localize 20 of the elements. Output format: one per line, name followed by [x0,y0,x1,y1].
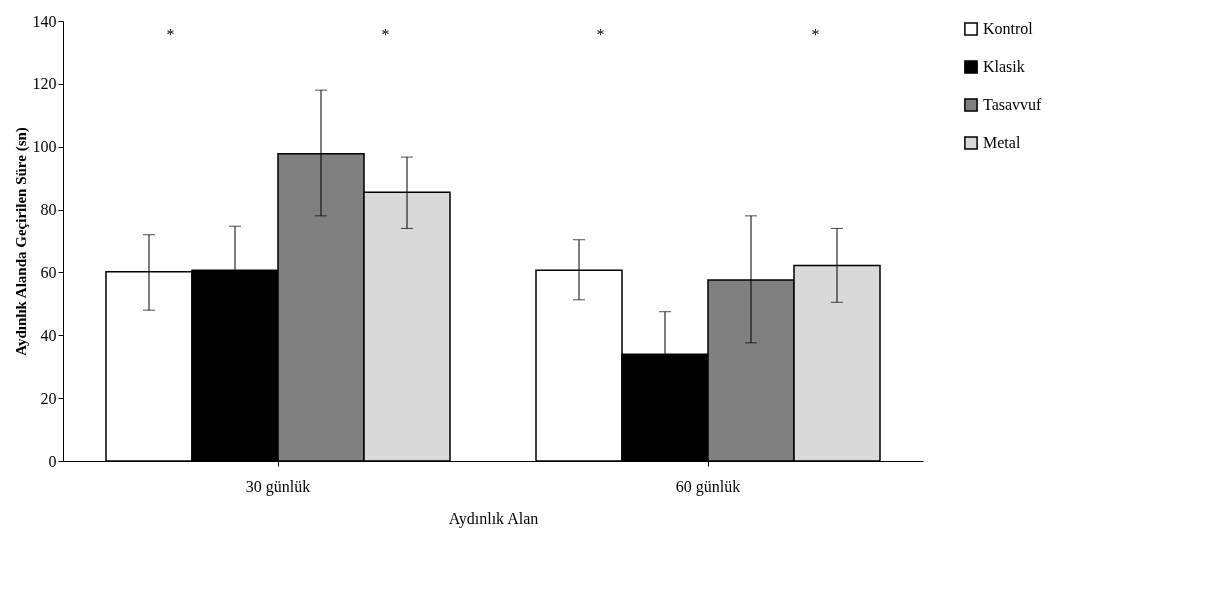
annotation: * [811,26,820,43]
y-tick-label: 60 [40,263,57,281]
y-tick-label: 100 [32,138,57,156]
y-tick-label: 40 [40,326,57,344]
annotation: * [166,26,175,43]
x-axis-title: Aydınlık Alan [448,509,539,528]
y-tick-label: 80 [40,201,57,219]
y-tick-label: 20 [40,389,57,407]
y-axis-title: Aydınlık Alanda Geçirilen Süre (sn) [12,127,30,356]
x-tick-label: 30 günlük [245,477,311,496]
annotation: * [381,26,390,43]
x-tick-label: 60 günlük [675,477,741,496]
legend-label: Kontrol [983,20,1034,37]
y-tick-label: 140 [32,12,57,30]
legend-label: Klasik [983,58,1025,75]
legend-label: Tasavvuf [983,96,1043,113]
annotation: * [596,26,605,43]
y-tick-label: 120 [32,75,57,93]
legend-label: Metal [983,134,1021,151]
y-tick-label: 0 [48,452,57,470]
